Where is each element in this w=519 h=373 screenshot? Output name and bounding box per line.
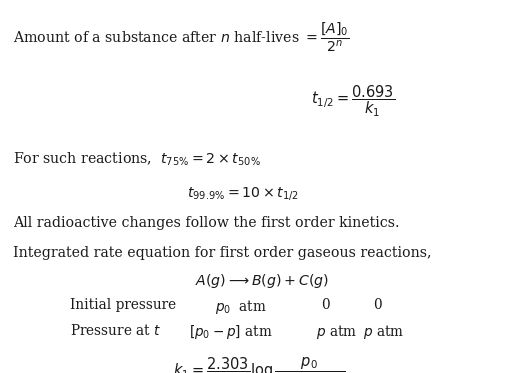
Text: $p$ atm: $p$ atm (363, 323, 404, 341)
Text: Pressure at $t$: Pressure at $t$ (70, 323, 161, 338)
Text: $p$ atm: $p$ atm (316, 323, 357, 341)
Text: 0: 0 (321, 298, 330, 313)
Text: 0: 0 (373, 298, 381, 313)
Text: $k_1 = \dfrac{2.303}{t} \log \dfrac{p_0}{(2p_0 - p_t)}$: $k_1 = \dfrac{2.303}{t} \log \dfrac{p_0}… (173, 355, 346, 373)
Text: $t_{1/2} = \dfrac{0.693}{k_1}$: $t_{1/2} = \dfrac{0.693}{k_1}$ (311, 84, 395, 119)
Text: All radioactive changes follow the first order kinetics.: All radioactive changes follow the first… (13, 216, 400, 231)
Text: $A(g) \longrightarrow B(g)+C(g)$: $A(g) \longrightarrow B(g)+C(g)$ (195, 272, 329, 290)
Text: Initial pressure: Initial pressure (70, 298, 176, 313)
Text: $t_{99.9\%} = 10 \times t_{1/2}$: $t_{99.9\%} = 10 \times t_{1/2}$ (187, 185, 299, 202)
Text: $[p_0 - p]$ atm: $[p_0 - p]$ atm (189, 323, 273, 341)
Text: Integrated rate equation for first order gaseous reactions,: Integrated rate equation for first order… (13, 246, 431, 260)
Text: $p_0$  atm: $p_0$ atm (215, 298, 267, 316)
Text: For such reactions,  $t_{75\%} = 2 \times t_{50\%}$: For such reactions, $t_{75\%} = 2 \times… (13, 151, 261, 169)
Text: Amount of a substance after $n$ half-lives $= \dfrac{[A]_0}{2^n}$: Amount of a substance after $n$ half-liv… (13, 21, 350, 54)
